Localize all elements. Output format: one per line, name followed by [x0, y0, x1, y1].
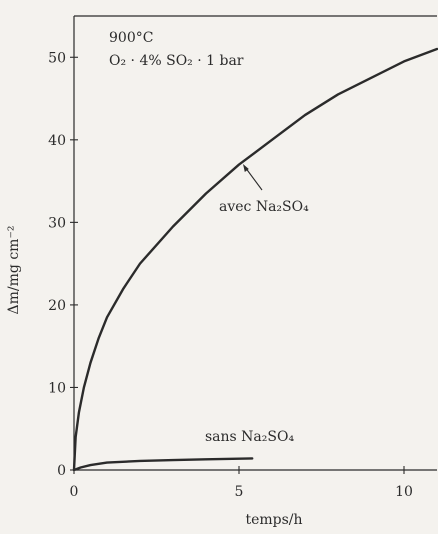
series-lines	[72, 47, 438, 472]
y-tick-label: 10	[48, 380, 66, 396]
label-arrow	[244, 166, 263, 191]
y-tick-label: 0	[57, 463, 66, 479]
y-axis-label: Δm/mg cm⁻²	[6, 226, 22, 315]
label-arrowhead	[243, 164, 249, 172]
series-line-sans-na2so4	[72, 457, 254, 472]
annotation-temperature: 900°C	[109, 30, 153, 46]
chart-frame	[73, 15, 437, 471]
y-tick-label: 20	[48, 298, 66, 314]
series-label-avec-na2so4: avec Na₂SO₄	[219, 199, 309, 215]
x-axis-ticks: 0 5 10	[70, 466, 413, 500]
y-tick-label: 30	[48, 215, 66, 231]
series-label-sans-na2so4: sans Na₂SO₄	[205, 429, 294, 445]
series-line-avec-na2so4	[72, 47, 438, 472]
x-tick-label: 0	[70, 484, 79, 500]
y-tick-label: 40	[48, 133, 66, 149]
y-axis-ticks: 0 10 20 30 40 50	[48, 50, 78, 479]
x-tick-label: 5	[235, 484, 244, 500]
x-tick-label: 10	[395, 484, 413, 500]
x-axis-label: temps/h	[245, 512, 302, 528]
y-tick-label: 50	[48, 50, 66, 66]
annotation-atmosphere: O₂ · 4% SO₂ · 1 bar	[109, 53, 244, 69]
